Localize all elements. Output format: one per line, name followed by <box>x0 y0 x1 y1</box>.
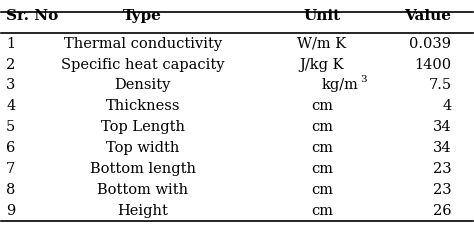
Text: 34: 34 <box>433 120 451 134</box>
Text: 3: 3 <box>6 78 16 92</box>
Text: Specific heat capacity: Specific heat capacity <box>61 58 225 72</box>
Text: Thickness: Thickness <box>106 99 180 113</box>
Text: cm: cm <box>311 204 333 218</box>
Text: cm: cm <box>311 162 333 176</box>
Text: Density: Density <box>115 78 171 92</box>
Text: cm: cm <box>311 141 333 155</box>
Text: 2: 2 <box>6 58 15 72</box>
Text: 6: 6 <box>6 141 16 155</box>
Text: 8: 8 <box>6 183 16 197</box>
Text: 26: 26 <box>433 204 451 218</box>
Text: 4: 4 <box>442 99 451 113</box>
Text: Bottom length: Bottom length <box>90 162 196 176</box>
Text: Type: Type <box>123 8 162 23</box>
Text: 34: 34 <box>433 141 451 155</box>
Text: Bottom with: Bottom with <box>97 183 188 197</box>
Text: 7.5: 7.5 <box>428 78 451 92</box>
Text: 0.039: 0.039 <box>410 37 451 51</box>
Text: 23: 23 <box>433 162 451 176</box>
Text: 23: 23 <box>433 183 451 197</box>
Text: W/m K: W/m K <box>297 37 346 51</box>
Text: 1400: 1400 <box>414 58 451 72</box>
Text: kg/m: kg/m <box>322 78 359 92</box>
Text: J/kg K: J/kg K <box>300 58 344 72</box>
Text: Unit: Unit <box>303 8 340 23</box>
Text: 7: 7 <box>6 162 15 176</box>
Text: 9: 9 <box>6 204 15 218</box>
Text: 5: 5 <box>6 120 15 134</box>
Text: 4: 4 <box>6 99 15 113</box>
Text: Height: Height <box>118 204 168 218</box>
Text: cm: cm <box>311 99 333 113</box>
Text: 1: 1 <box>6 37 15 51</box>
Text: Thermal conductivity: Thermal conductivity <box>64 37 222 51</box>
Text: 3: 3 <box>360 75 367 84</box>
Text: cm: cm <box>311 120 333 134</box>
Text: cm: cm <box>311 183 333 197</box>
Text: Value: Value <box>404 8 451 23</box>
Text: Top width: Top width <box>106 141 180 155</box>
Text: Sr. No: Sr. No <box>6 8 58 23</box>
Text: Top Length: Top Length <box>101 120 185 134</box>
